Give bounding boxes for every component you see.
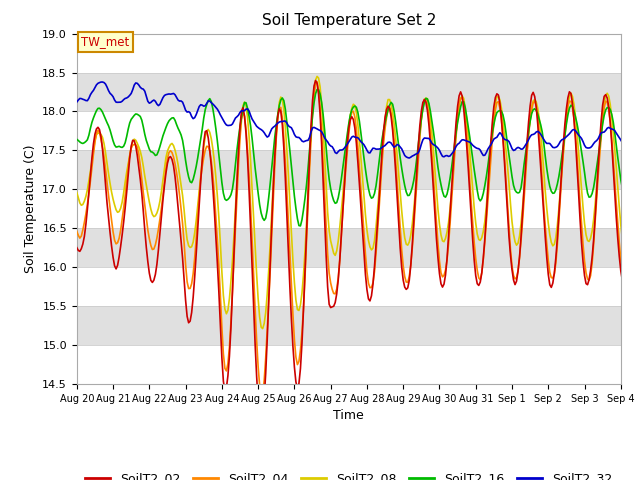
X-axis label: Time: Time xyxy=(333,409,364,422)
Bar xyxy=(77,111,621,150)
Bar xyxy=(77,189,621,228)
Bar xyxy=(77,345,621,384)
Legend: SoilT2_02, SoilT2_04, SoilT2_08, SoilT2_16, SoilT2_32: SoilT2_02, SoilT2_04, SoilT2_08, SoilT2_… xyxy=(81,468,617,480)
Bar xyxy=(77,306,621,345)
Bar xyxy=(77,34,621,72)
Bar xyxy=(77,72,621,111)
Title: Soil Temperature Set 2: Soil Temperature Set 2 xyxy=(262,13,436,28)
Bar xyxy=(77,267,621,306)
Y-axis label: Soil Temperature (C): Soil Temperature (C) xyxy=(24,144,36,273)
Bar xyxy=(77,150,621,189)
Text: TW_met: TW_met xyxy=(81,35,129,48)
Bar xyxy=(77,228,621,267)
